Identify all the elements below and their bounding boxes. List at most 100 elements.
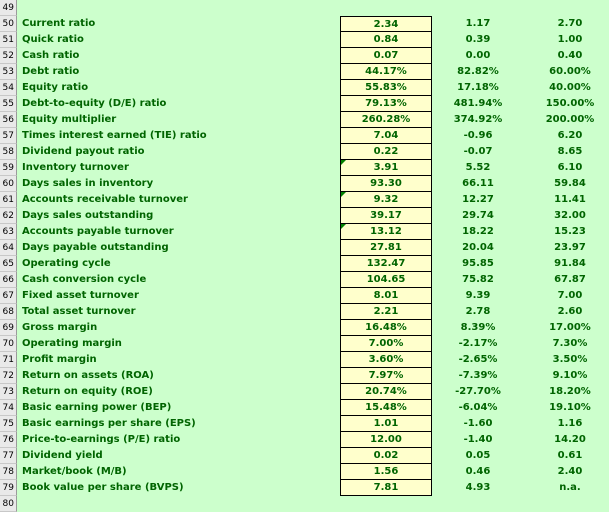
ratio-label[interactable]: Debt ratio: [22, 66, 80, 77]
row-header[interactable]: 53: [0, 64, 17, 80]
comparison-value-cell[interactable]: 75.82: [462, 274, 494, 285]
industry-value-cell[interactable]: 67.87: [554, 274, 586, 285]
ratio-label[interactable]: Dividend yield: [22, 450, 103, 461]
company-value-cell[interactable]: 15.48%: [340, 400, 432, 416]
row-header[interactable]: 54: [0, 80, 17, 96]
row-header[interactable]: 50: [0, 16, 17, 32]
comparison-value-cell[interactable]: -7.39%: [458, 370, 498, 381]
company-value-cell[interactable]: 7.81: [340, 480, 432, 496]
row-header[interactable]: 75: [0, 416, 17, 432]
industry-value-cell[interactable]: 0.61: [557, 450, 583, 461]
company-value-cell[interactable]: 7.04: [340, 128, 432, 144]
ratio-label[interactable]: Operating margin: [22, 338, 122, 349]
ratio-label[interactable]: Current ratio: [22, 18, 96, 29]
company-value-cell[interactable]: 79.13%: [340, 96, 432, 112]
company-value-cell[interactable]: 39.17: [340, 208, 432, 224]
company-value-cell[interactable]: 1.56: [340, 464, 432, 480]
ratio-label[interactable]: Return on assets (ROA): [22, 370, 154, 381]
row-header[interactable]: 49: [0, 0, 17, 16]
industry-value-cell[interactable]: 6.10: [557, 162, 583, 173]
company-value-cell[interactable]: 13.12: [340, 224, 432, 240]
comparison-value-cell[interactable]: -0.96: [463, 130, 493, 141]
row-header[interactable]: 57: [0, 128, 17, 144]
ratio-label[interactable]: Total asset turnover: [22, 306, 136, 317]
ratio-label[interactable]: Cash conversion cycle: [22, 274, 147, 285]
comparison-value-cell[interactable]: -2.17%: [458, 338, 498, 349]
industry-value-cell[interactable]: 3.50%: [552, 354, 588, 365]
comparison-value-cell[interactable]: 9.39: [465, 290, 491, 301]
row-header[interactable]: 62: [0, 208, 17, 224]
row-header[interactable]: 74: [0, 400, 17, 416]
company-value-cell[interactable]: 27.81: [340, 240, 432, 256]
comparison-value-cell[interactable]: 0.46: [465, 466, 491, 477]
row-header[interactable]: 78: [0, 464, 17, 480]
company-value-cell[interactable]: 104.65: [340, 272, 432, 288]
row-header[interactable]: 69: [0, 320, 17, 336]
industry-value-cell[interactable]: 32.00: [554, 210, 586, 221]
industry-value-cell[interactable]: 150.00%: [545, 98, 595, 109]
company-value-cell[interactable]: 7.97%: [340, 368, 432, 384]
ratio-label[interactable]: Times interest earned (TIE) ratio: [22, 130, 207, 141]
comparison-value-cell[interactable]: 17.18%: [457, 82, 499, 93]
industry-value-cell[interactable]: 40.00%: [549, 82, 591, 93]
row-header[interactable]: 58: [0, 144, 17, 160]
company-value-cell[interactable]: 12.00: [340, 432, 432, 448]
company-value-cell[interactable]: 132.47: [340, 256, 432, 272]
ratio-label[interactable]: Inventory turnover: [22, 162, 129, 173]
ratio-label[interactable]: Quick ratio: [22, 34, 84, 45]
comparison-value-cell[interactable]: 12.27: [462, 194, 494, 205]
ratio-label[interactable]: Days sales in inventory: [22, 178, 154, 189]
comparison-value-cell[interactable]: 8.39%: [460, 322, 496, 333]
comparison-value-cell[interactable]: 82.82%: [457, 66, 499, 77]
comparison-value-cell[interactable]: 481.94%: [453, 98, 503, 109]
row-header[interactable]: 72: [0, 368, 17, 384]
comparison-value-cell[interactable]: 2.78: [465, 306, 491, 317]
industry-value-cell[interactable]: 23.97: [554, 242, 586, 253]
industry-value-cell[interactable]: 59.84: [554, 178, 586, 189]
row-header[interactable]: 51: [0, 32, 17, 48]
comparison-value-cell[interactable]: 95.85: [462, 258, 494, 269]
company-value-cell[interactable]: 44.17%: [340, 64, 432, 80]
company-value-cell[interactable]: 20.74%: [340, 384, 432, 400]
row-header[interactable]: 66: [0, 272, 17, 288]
row-header[interactable]: 61: [0, 192, 17, 208]
company-value-cell[interactable]: 260.28%: [340, 112, 432, 128]
comparison-value-cell[interactable]: -0.07: [463, 146, 493, 157]
row-header[interactable]: 64: [0, 240, 17, 256]
industry-value-cell[interactable]: 9.10%: [552, 370, 588, 381]
comparison-value-cell[interactable]: -1.60: [463, 418, 493, 429]
company-value-cell[interactable]: 0.07: [340, 48, 432, 64]
industry-value-cell[interactable]: 2.70: [557, 18, 583, 29]
ratio-label[interactable]: Price-to-earnings (P/E) ratio: [22, 434, 181, 445]
ratio-label[interactable]: Accounts receivable turnover: [22, 194, 188, 205]
ratio-label[interactable]: Return on equity (ROE): [22, 386, 153, 397]
row-header[interactable]: 59: [0, 160, 17, 176]
industry-value-cell[interactable]: 0.40: [557, 50, 583, 61]
industry-value-cell[interactable]: 8.65: [557, 146, 583, 157]
comparison-value-cell[interactable]: 18.22: [462, 226, 494, 237]
industry-value-cell[interactable]: 17.00%: [549, 322, 591, 333]
industry-value-cell[interactable]: 60.00%: [549, 66, 591, 77]
ratio-label[interactable]: Gross margin: [22, 322, 98, 333]
comparison-value-cell[interactable]: -6.04%: [458, 402, 498, 413]
ratio-label[interactable]: Market/book (M/B): [22, 466, 127, 477]
row-header[interactable]: 76: [0, 432, 17, 448]
company-value-cell[interactable]: 9.32: [340, 192, 432, 208]
ratio-label[interactable]: Dividend payout ratio: [22, 146, 145, 157]
ratio-label[interactable]: Accounts payable turnover: [22, 226, 174, 237]
comparison-value-cell[interactable]: 20.04: [462, 242, 494, 253]
company-value-cell[interactable]: 3.60%: [340, 352, 432, 368]
row-header[interactable]: 63: [0, 224, 17, 240]
row-header[interactable]: 71: [0, 352, 17, 368]
comparison-value-cell[interactable]: 0.05: [465, 450, 491, 461]
industry-value-cell[interactable]: 18.20%: [549, 386, 591, 397]
comparison-value-cell[interactable]: -2.65%: [458, 354, 498, 365]
row-header[interactable]: 70: [0, 336, 17, 352]
comparison-value-cell[interactable]: 374.92%: [453, 114, 503, 125]
row-header[interactable]: 79: [0, 480, 17, 496]
comparison-value-cell[interactable]: 0.00: [465, 50, 491, 61]
row-header[interactable]: 60: [0, 176, 17, 192]
ratio-label[interactable]: Cash ratio: [22, 50, 80, 61]
industry-value-cell[interactable]: 19.10%: [549, 402, 591, 413]
industry-value-cell[interactable]: 2.60: [557, 306, 583, 317]
